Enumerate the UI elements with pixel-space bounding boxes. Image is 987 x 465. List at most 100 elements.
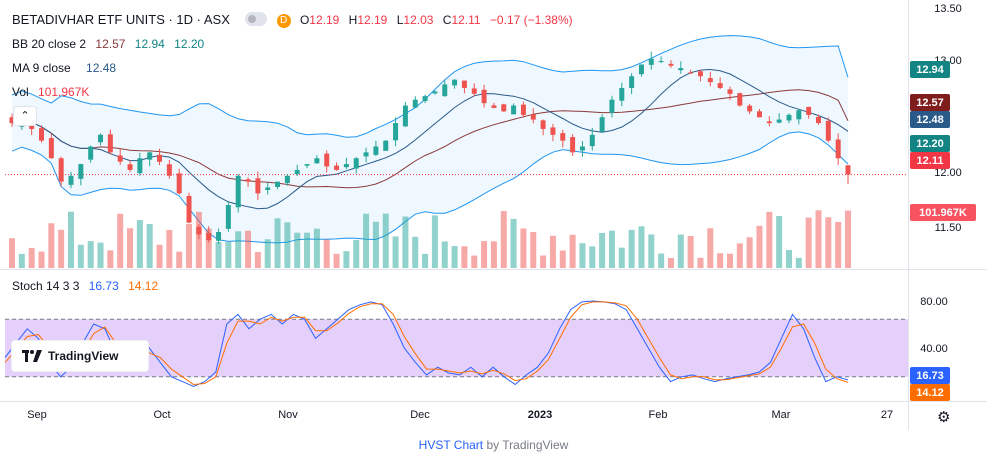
ohlc-close-label: C bbox=[442, 13, 452, 27]
ohlc-low: 12.03 bbox=[403, 13, 434, 27]
volume-bar bbox=[264, 239, 271, 268]
candle-body bbox=[275, 181, 281, 187]
volume-bar bbox=[58, 229, 65, 268]
candle-body bbox=[304, 164, 310, 166]
stoch-tick-label: 40.00 bbox=[920, 343, 948, 355]
candle-body bbox=[363, 152, 369, 157]
tradingview-watermark[interactable]: TradingView bbox=[12, 341, 148, 371]
price-badge-label: 12.57 bbox=[916, 97, 944, 109]
volume-bar bbox=[304, 232, 311, 268]
volume-bar bbox=[363, 213, 370, 268]
stoch-label: Stoch 14 3 3 bbox=[12, 279, 80, 293]
vol-legend[interactable]: Vol 101.967K bbox=[12, 85, 95, 99]
footer-chart-link[interactable]: HVST Chart bbox=[418, 438, 484, 452]
time-axis-border bbox=[0, 401, 987, 402]
candle-body bbox=[127, 164, 133, 170]
bb-basis-line bbox=[11, 89, 849, 189]
volume-bar bbox=[746, 237, 753, 268]
volume-bar bbox=[372, 221, 379, 268]
volume-bar bbox=[805, 217, 812, 268]
candle-body bbox=[520, 104, 526, 115]
volume-bar bbox=[117, 213, 124, 268]
candle-body bbox=[629, 76, 635, 88]
collapse-legend-button[interactable]: ⌃ bbox=[13, 106, 37, 126]
dividend-badge[interactable]: D bbox=[276, 14, 291, 28]
price-badge bbox=[910, 152, 950, 169]
volume-bar bbox=[343, 251, 350, 268]
volume-bar bbox=[245, 230, 252, 268]
ohlc-change: −0.17 (−1.38%) bbox=[489, 13, 573, 27]
time-tick-label: Dec bbox=[410, 409, 430, 421]
stoch-legend[interactable]: Stoch 14 3 3 16.73 14.12 bbox=[12, 279, 164, 293]
volume-bar bbox=[28, 247, 35, 268]
volume-bar bbox=[353, 239, 360, 268]
candle-body bbox=[88, 146, 94, 160]
candle-body bbox=[225, 205, 231, 229]
price-tick-label: 12.00 bbox=[934, 167, 962, 179]
volume-bar bbox=[490, 241, 497, 268]
stoch-k-value: 16.73 bbox=[88, 279, 119, 293]
volume-bar bbox=[815, 210, 822, 268]
stoch-badge bbox=[910, 367, 950, 384]
ohlc-close: 12.11 bbox=[451, 13, 481, 27]
bb-legend[interactable]: BB 20 close 2 12.57 12.94 12.20 bbox=[12, 37, 210, 51]
candle-body bbox=[98, 134, 104, 143]
volume-bar bbox=[382, 213, 389, 268]
volume-bar bbox=[205, 228, 212, 268]
header-legend: BETADIVHAR ETF UNITS · 1D · ASX D O12.19… bbox=[12, 12, 579, 28]
candle-body bbox=[452, 79, 458, 86]
volume-bar bbox=[146, 224, 153, 268]
volume-bar bbox=[835, 221, 842, 268]
volume-bar bbox=[441, 241, 448, 268]
volume-bar bbox=[481, 241, 488, 268]
price-badge bbox=[910, 94, 950, 111]
volume-bar bbox=[18, 253, 25, 268]
candle-body bbox=[107, 134, 113, 153]
time-tick-label: Oct bbox=[153, 409, 170, 421]
chevron-up-icon: ⌃ bbox=[20, 110, 30, 122]
visibility-toggle-icon[interactable] bbox=[245, 12, 268, 26]
stoch-badge-label: 16.73 bbox=[916, 370, 944, 382]
time-tick-label: Sep bbox=[27, 409, 47, 421]
volume-bar bbox=[540, 255, 547, 268]
candle-body bbox=[314, 158, 320, 164]
volume-bar bbox=[68, 211, 75, 268]
candle-body bbox=[825, 120, 831, 141]
candle-body bbox=[481, 89, 487, 104]
candle-body bbox=[668, 63, 674, 66]
volume-bar bbox=[333, 253, 340, 268]
volume-bar bbox=[461, 246, 468, 268]
candle-body bbox=[589, 134, 595, 147]
candle-body bbox=[638, 64, 644, 75]
candle-body bbox=[835, 139, 841, 159]
stoch-tick-label: 80.00 bbox=[920, 296, 948, 308]
candle-body bbox=[245, 179, 251, 182]
volume-bar bbox=[392, 236, 399, 268]
volume-bar bbox=[97, 242, 104, 268]
candle-body bbox=[186, 195, 192, 223]
price-badge-label: 12.94 bbox=[916, 64, 944, 76]
bb-fill bbox=[12, 35, 848, 243]
candle-body bbox=[678, 68, 684, 71]
volume-bar bbox=[776, 216, 783, 268]
volume-bar bbox=[530, 232, 537, 268]
volume-bar bbox=[687, 235, 694, 268]
candle-body bbox=[442, 84, 448, 97]
price-badge bbox=[910, 111, 950, 128]
bb-upper-line bbox=[11, 35, 849, 138]
candle-body bbox=[373, 146, 379, 155]
bb-label: BB 20 close 2 bbox=[12, 37, 87, 51]
candle-body bbox=[216, 232, 222, 241]
ohlc-high: 12.19 bbox=[357, 13, 388, 27]
volume-bar bbox=[589, 246, 596, 268]
symbol-title[interactable]: BETADIVHAR ETF UNITS · 1D · ASX bbox=[12, 12, 230, 27]
ma-legend[interactable]: MA 9 close 12.48 bbox=[12, 61, 122, 75]
candle-body bbox=[599, 117, 605, 132]
price-badge bbox=[910, 204, 976, 221]
candle-body bbox=[334, 165, 340, 170]
volume-bar bbox=[402, 216, 409, 268]
gear-icon[interactable]: ⚙ bbox=[937, 409, 951, 426]
time-tick-label: Nov bbox=[278, 409, 298, 421]
candle-body bbox=[393, 123, 399, 141]
